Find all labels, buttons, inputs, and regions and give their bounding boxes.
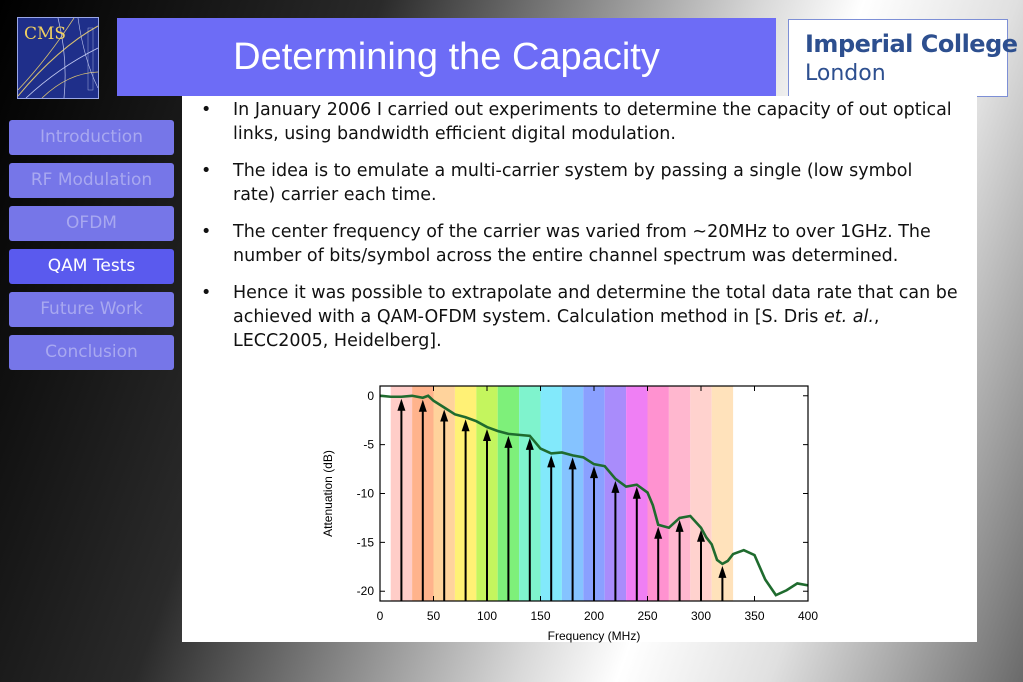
- carrier-arrow-head: [611, 480, 620, 493]
- bullet-text: In January 2006 I carried out experiment…: [233, 100, 952, 144]
- attenuation-line: [379, 394, 809, 597]
- carrier-arrow-head: [525, 437, 534, 450]
- y-tick-label: -5: [363, 438, 374, 452]
- imperial-college-logo-line1: Imperial College: [805, 30, 1018, 58]
- x-tick-label: 300: [691, 609, 711, 623]
- y-axis-label: Attenuation (dB): [321, 450, 335, 537]
- nav-item-future-work[interactable]: Future Work: [9, 292, 174, 327]
- x-tick-label: 350: [744, 609, 764, 623]
- frequency-band: [711, 386, 734, 601]
- bullet-dot: •: [201, 100, 212, 120]
- x-tick-label: 0: [377, 609, 384, 623]
- bullet-dot: •: [201, 222, 212, 242]
- slide-content: • In January 2006 I carried out experimen…: [182, 96, 977, 642]
- bullet-list: • In January 2006 I carried out experimen…: [200, 98, 960, 366]
- x-axis-label: Frequency (MHz): [548, 629, 641, 643]
- nav-item-conclusion[interactable]: Conclusion: [9, 335, 174, 370]
- y-tick-label: 0: [367, 389, 374, 403]
- y-tick-label: -15: [357, 535, 375, 549]
- page-title: Determining the Capacity: [233, 36, 660, 78]
- cms-logo-text: CMS: [24, 24, 67, 44]
- nav-item-qam-tests[interactable]: QAM Tests: [9, 249, 174, 284]
- x-tick-label: 100: [477, 609, 497, 623]
- bullet-text: The center frequency of the carrier was …: [233, 222, 931, 266]
- carrier-arrow-head: [697, 529, 705, 542]
- bullet-text: The idea is to emulate a multi-carrier s…: [233, 161, 913, 205]
- nav-item-introduction[interactable]: Introduction: [9, 120, 174, 155]
- carrier-arrow-head: [632, 486, 641, 499]
- imperial-college-logo-line2: London: [805, 61, 886, 86]
- cms-logo: CMS: [17, 17, 99, 99]
- nav-item-ofdm[interactable]: OFDM: [9, 206, 174, 241]
- y-tick-label: -20: [357, 584, 375, 598]
- bullet-text-italic: et. al.: [823, 307, 874, 327]
- x-tick-label: 250: [637, 609, 657, 623]
- frequency-band: [690, 386, 712, 601]
- plot-frame: [379, 385, 809, 602]
- bullet-item: • The center frequency of the carrier was…: [200, 220, 960, 268]
- title-bar: Determining the Capacity: [117, 18, 776, 96]
- x-tick-label: 200: [584, 609, 604, 623]
- carrier-arrow-head: [718, 565, 727, 578]
- carrier-arrow-head: [397, 398, 406, 411]
- frequency-band: [668, 386, 691, 601]
- imperial-college-logo: Imperial College London: [788, 19, 1018, 97]
- carrier-arrow-head: [418, 399, 427, 412]
- nav-item-rf-modulation[interactable]: RF Modulation: [9, 163, 174, 198]
- carrier-arrow-head: [675, 519, 684, 532]
- carrier-arrow-head: [461, 419, 470, 432]
- carrier-arrow-head: [654, 526, 663, 539]
- carrier-arrow-head: [590, 466, 598, 479]
- x-tick-label: 150: [530, 609, 550, 623]
- y-tick-label: -10: [357, 487, 375, 501]
- bullet-item: • Hence it was possible to extrapolate an…: [200, 281, 960, 353]
- carrier-arrow-head: [440, 409, 449, 422]
- carrier-arrow-head: [547, 455, 556, 468]
- bullet-dot: •: [201, 161, 212, 181]
- bullet-item: • In January 2006 I carried out experimen…: [200, 98, 960, 146]
- x-tick-label: 400: [798, 609, 818, 623]
- bullet-text-start: Hence it was possible to extrapolate and…: [233, 283, 958, 327]
- carrier-arrow-head: [483, 429, 491, 442]
- carrier-arrow-head: [504, 435, 513, 448]
- frequency-band: [647, 386, 669, 601]
- attenuation-chart: 0 50 100 150 200 250 300 350 400 0 -5 -10 -15 -20 Freq…: [321, 385, 818, 643]
- x-tick-label: 50: [427, 609, 441, 623]
- bullet-text-end: , LECC2005, Heidelberg].: [233, 307, 880, 351]
- carrier-arrow-head: [568, 457, 577, 470]
- bullet-item: • The idea is to emulate a multi-carrier …: [200, 159, 960, 207]
- cms-logo-graphic: [18, 18, 98, 98]
- bullet-dot: •: [201, 283, 212, 303]
